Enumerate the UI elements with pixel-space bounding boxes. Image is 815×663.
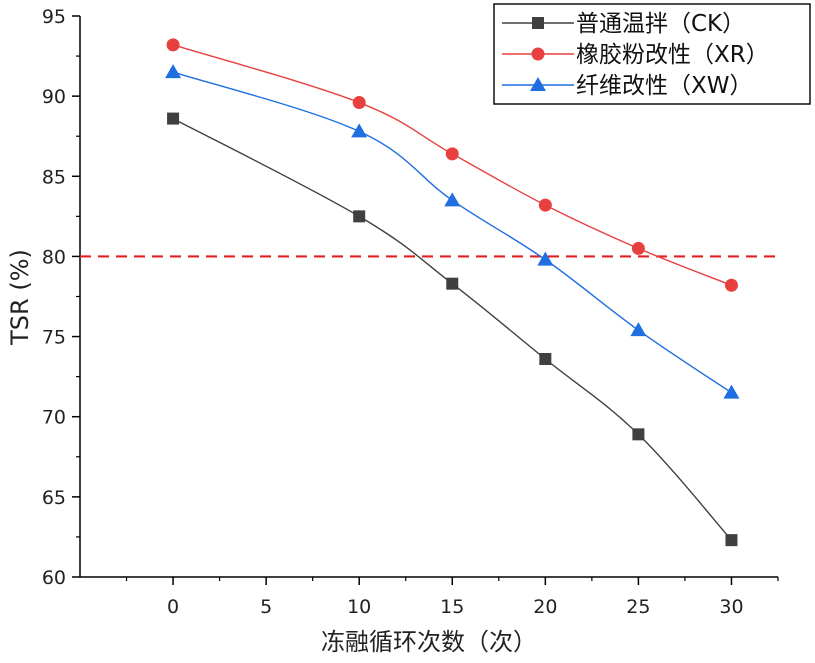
legend-marker (532, 17, 544, 29)
y-tick-label: 90 (42, 86, 66, 108)
data-point (725, 534, 738, 547)
data-point (539, 353, 552, 366)
data-point (351, 123, 368, 138)
y-tick-label: 65 (42, 487, 66, 509)
legend-label: 纤维改性（XW） (576, 73, 753, 99)
data-point (632, 428, 645, 441)
x-tick-label: 25 (626, 596, 650, 618)
legend-label: 普通温拌（CK） (576, 11, 745, 37)
series-line (172, 71, 732, 394)
legend-label: 橡胶粉改性（XR） (576, 42, 769, 68)
x-tick-label: 30 (719, 596, 743, 618)
y-tick-label: 70 (42, 407, 66, 429)
x-tick-label: 10 (347, 596, 371, 618)
series-circle (166, 38, 738, 292)
x-axis-title: 冻融循环次数（次） (321, 628, 537, 656)
data-point (538, 198, 552, 212)
data-point (631, 241, 645, 255)
data-point (165, 64, 182, 79)
legend-marker (531, 47, 545, 61)
x-tick-label: 5 (260, 596, 272, 618)
series-line (172, 44, 732, 286)
x-tick-label: 15 (440, 596, 464, 618)
data-point (444, 192, 461, 207)
x-tick-label: 0 (167, 596, 179, 618)
data-point (167, 112, 180, 125)
data-point (445, 147, 459, 161)
data-point (537, 251, 554, 266)
y-tick-label: 60 (42, 567, 66, 589)
series-line (172, 117, 732, 541)
data-point (724, 278, 738, 292)
y-tick-label: 80 (42, 246, 66, 268)
data-point (446, 277, 459, 290)
data-point (166, 38, 180, 52)
y-tick-label: 85 (42, 166, 66, 188)
axes: 60 65 70 75 80 85 90 95 0 5 10 15 20 25 30 (42, 6, 779, 618)
legend: 普通温拌（CK） 橡胶粉改性（XR） 纤维改性（XW） (493, 3, 811, 105)
y-tick-label: 95 (42, 6, 66, 28)
series-group (165, 38, 740, 547)
y-axis-title: TSR (%) (6, 249, 34, 346)
legend-marker (530, 77, 546, 91)
data-point (353, 210, 366, 223)
data-point (723, 384, 740, 399)
data-point (352, 96, 366, 110)
y-tick-label: 75 (42, 327, 66, 349)
data-point (630, 322, 647, 337)
series-square (167, 112, 738, 547)
series-triangle (165, 64, 740, 399)
x-tick-label: 20 (533, 596, 557, 618)
